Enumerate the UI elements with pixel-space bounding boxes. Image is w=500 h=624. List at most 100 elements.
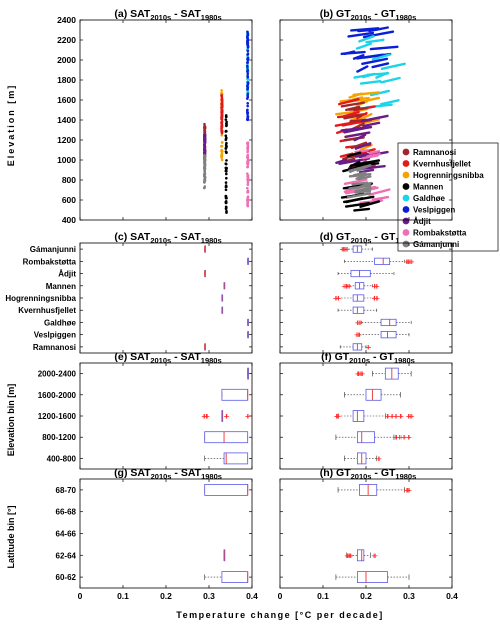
point xyxy=(224,130,228,133)
outlier: + xyxy=(408,258,414,266)
x-tick-label: 0.2 xyxy=(360,591,372,601)
outlier: + xyxy=(397,413,403,421)
streak xyxy=(356,187,372,193)
x-tick-label: 0.4 xyxy=(446,591,458,601)
box-Gámanjunni xyxy=(204,245,206,253)
streak xyxy=(349,160,361,168)
outlier: + xyxy=(374,295,380,303)
legend-swatch xyxy=(402,183,410,190)
outlier: + xyxy=(402,434,408,442)
legend-swatch xyxy=(402,148,410,156)
point xyxy=(246,201,249,205)
point xyxy=(220,140,224,144)
point xyxy=(246,153,250,157)
outlier: + xyxy=(393,413,399,421)
category-label: 62-64 xyxy=(56,551,77,560)
outlier: + xyxy=(344,552,350,560)
streak xyxy=(356,111,368,120)
outlier: + xyxy=(344,282,350,290)
point xyxy=(246,39,249,43)
box-Hogrenningsnibba: ++++++ ++++++ xyxy=(332,294,380,303)
outlier: + xyxy=(358,370,364,378)
point xyxy=(246,97,249,100)
box-Rombakstøtta xyxy=(247,257,249,265)
outlier: + xyxy=(403,486,409,494)
outlier: + xyxy=(245,413,251,421)
box-1200-1600: ++++++ +++ +++ xyxy=(201,410,251,422)
outlier: + xyxy=(356,331,362,339)
streak xyxy=(348,106,368,111)
streak xyxy=(354,149,369,154)
point xyxy=(225,151,228,155)
box-62-64: +++++++++ +++ xyxy=(344,549,378,562)
legend-swatch xyxy=(402,229,410,236)
streak xyxy=(368,188,391,196)
box-Mannen xyxy=(223,282,226,290)
outlier: + xyxy=(354,319,360,327)
outlier: + xyxy=(202,413,208,421)
legend-swatch xyxy=(402,194,410,202)
outlier: + xyxy=(344,552,350,560)
legend-label: Kvernhusfjellet xyxy=(413,160,471,169)
point xyxy=(246,165,250,169)
outlier: + xyxy=(372,282,378,290)
point xyxy=(203,160,207,164)
box xyxy=(352,410,365,422)
outlier: + xyxy=(408,258,414,266)
outlier: + xyxy=(344,246,350,254)
streak xyxy=(339,152,354,158)
point xyxy=(246,108,249,112)
streak xyxy=(348,167,360,173)
point xyxy=(246,111,250,115)
point xyxy=(220,89,223,92)
legend-box xyxy=(397,142,499,252)
outlier: + xyxy=(371,552,377,560)
point xyxy=(246,158,250,162)
streak xyxy=(343,178,368,185)
outlier: + xyxy=(357,319,363,327)
outlier: + xyxy=(355,331,361,339)
e-y-axis-label: Elevation bin [m] xyxy=(6,384,16,457)
series-Mannen xyxy=(224,114,228,214)
outlier: + xyxy=(335,413,341,421)
outlier: + xyxy=(348,552,354,560)
streak xyxy=(334,121,355,127)
outlier: + xyxy=(373,282,379,290)
panel-f-title: (f) GT2010s - GT1980s xyxy=(321,351,415,365)
point xyxy=(225,145,228,148)
outlier: + xyxy=(342,246,348,254)
point xyxy=(245,172,249,175)
streak xyxy=(348,184,372,190)
streak xyxy=(358,35,375,43)
box-1600-2000 xyxy=(344,388,401,401)
streak xyxy=(342,164,364,173)
outlier: + xyxy=(201,413,207,421)
outlier: + xyxy=(403,258,409,266)
point xyxy=(225,176,228,180)
outlier: + xyxy=(336,413,342,421)
point xyxy=(203,133,206,137)
outlier: + xyxy=(356,319,362,327)
streak xyxy=(362,30,395,39)
outlier: + xyxy=(357,319,363,327)
streak xyxy=(338,157,371,166)
point xyxy=(246,43,249,46)
streak xyxy=(380,76,401,84)
point xyxy=(203,137,207,140)
outlier: + xyxy=(393,413,399,421)
streak xyxy=(365,38,385,44)
box xyxy=(380,318,397,327)
streak xyxy=(353,133,367,142)
y-tick-label: 1400 xyxy=(57,115,76,125)
outlier: + xyxy=(376,455,382,463)
streak xyxy=(348,172,372,178)
outlier: + xyxy=(342,282,348,290)
outlier: + xyxy=(355,370,361,378)
point xyxy=(203,175,207,179)
x-tick-label: 0.4 xyxy=(246,591,258,601)
panel-d-frame xyxy=(279,242,453,354)
point xyxy=(224,194,228,198)
box-68-70: ++++++ xyxy=(337,483,412,496)
outlier: + xyxy=(398,413,404,421)
